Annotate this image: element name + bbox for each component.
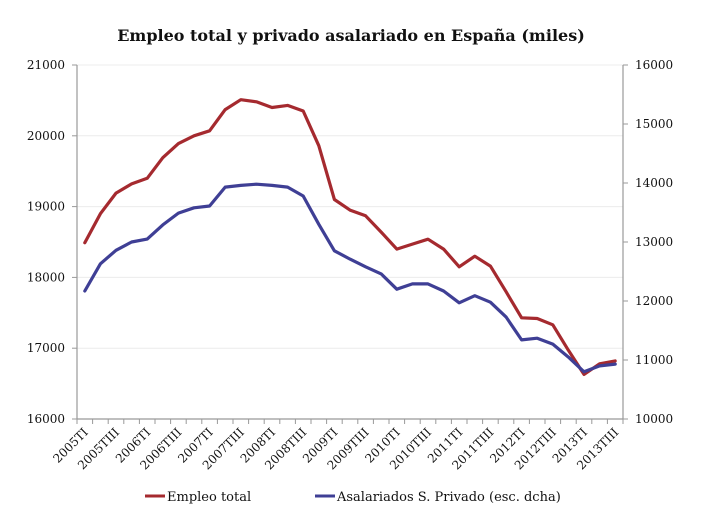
legend-label-empleo-total: Empleo total xyxy=(167,490,251,505)
chart-title: Empleo total y privado asalariado en Esp… xyxy=(117,26,585,45)
legend-label-asalariados: Asalariados S. Privado (esc. dcha) xyxy=(336,490,561,505)
y-left-tick-label: 21000 xyxy=(27,58,65,72)
x-axis-ticks: 2005TI2005TIII2006TI2006TIII2007TI2007TI… xyxy=(50,419,624,472)
y-right-tick-label: 16000 xyxy=(635,58,673,72)
y-left-tick-label: 17000 xyxy=(27,341,65,355)
series-line-empleo-total xyxy=(83,98,617,376)
y-left-tick-label: 19000 xyxy=(27,200,65,214)
series-line-asalariados-privado xyxy=(83,182,617,374)
y-right-tick-label: 10000 xyxy=(635,412,673,426)
y-left-tick-label: 18000 xyxy=(27,270,65,284)
y-right-tick-label: 12000 xyxy=(635,294,673,308)
y-left-tick-label: 16000 xyxy=(27,412,65,426)
y-axis-right-ticks: 10000 11000 12000 13000 14000 15000 16000 xyxy=(623,58,673,426)
legend: Empleo total Asalariados S. Privado (esc… xyxy=(145,490,561,505)
y-axis-left-ticks: 16000 17000 18000 19000 20000 21000 xyxy=(27,58,77,426)
y-right-tick-label: 14000 xyxy=(635,176,673,190)
gridlines xyxy=(77,64,623,349)
y-right-tick-label: 15000 xyxy=(635,117,673,131)
y-right-tick-label: 11000 xyxy=(635,353,673,367)
y-left-tick-label: 20000 xyxy=(27,129,65,143)
axes xyxy=(76,65,624,420)
y-right-tick-label: 13000 xyxy=(635,235,673,249)
series-lines xyxy=(83,98,617,376)
